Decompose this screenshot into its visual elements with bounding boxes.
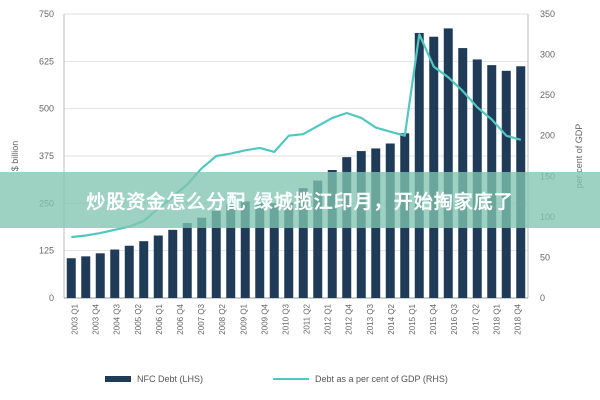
x-tick-label: 2009 Q1 — [239, 303, 248, 334]
legend-item-nfc-debt: NFC Debt (LHS) — [105, 374, 203, 384]
bar-nfc-debt — [95, 253, 105, 298]
y-right-tick-label: 300 — [540, 50, 555, 60]
bar-nfc-debt — [168, 229, 178, 298]
x-tick-label: 2017 Q2 — [471, 303, 480, 334]
y-left-tick-label: 0 — [49, 293, 54, 303]
x-tick-label: 2010 Q3 — [281, 303, 290, 334]
x-tick-label: 2015 Q1 — [408, 303, 417, 334]
x-tick-label: 2013 Q3 — [366, 303, 375, 334]
x-tick-label: 2003 Q1 — [71, 303, 80, 334]
legend-item-debt-gdp: Debt as a per cent of GDP (RHS) — [273, 374, 448, 384]
y-right-tick-label: 350 — [540, 9, 555, 19]
legend-swatch-line — [273, 378, 309, 380]
bar-nfc-debt — [124, 245, 134, 298]
x-tick-label: 2008 Q2 — [218, 303, 227, 334]
y-left-tick-label: 125 — [39, 246, 54, 256]
bar-nfc-debt — [327, 170, 337, 298]
bar-nfc-debt — [284, 202, 294, 298]
y-right-tick-label: 200 — [540, 131, 555, 141]
y-left-axis-title: $ billion — [10, 141, 20, 172]
y-right-tick-label: 50 — [540, 252, 550, 262]
x-tick-label: 2014 Q2 — [387, 303, 396, 334]
bar-nfc-debt — [443, 28, 453, 298]
bar-nfc-debt — [139, 241, 149, 298]
x-tick-label: 2003 Q4 — [92, 303, 101, 334]
bar-nfc-debt — [182, 223, 192, 298]
bar-nfc-debt — [298, 188, 308, 298]
x-tick-label: 2009 Q4 — [260, 303, 269, 334]
bar-nfc-debt — [226, 204, 236, 298]
y-left-tick-label: 500 — [39, 104, 54, 114]
y-left-tick-label: 375 — [39, 151, 54, 161]
bar-nfc-debt — [429, 36, 439, 298]
x-tick-label: 2018 Q4 — [513, 303, 522, 334]
bar-nfc-debt — [269, 203, 279, 298]
bar-nfc-debt — [197, 217, 207, 298]
y-right-tick-label: 0 — [540, 293, 545, 303]
bar-nfc-debt — [110, 249, 120, 298]
x-tick-label: 2007 Q3 — [197, 303, 206, 334]
y-left-tick-label: 625 — [39, 56, 54, 66]
x-tick-label: 2018 Q1 — [492, 303, 501, 334]
bar-nfc-debt — [414, 32, 424, 298]
y-right-axis-title: per cent of GDP — [574, 124, 584, 189]
bar-nfc-debt — [240, 201, 250, 298]
legend-swatch-bar — [105, 376, 131, 382]
x-tick-label: 2012 Q1 — [324, 303, 333, 334]
bar-nfc-debt — [313, 180, 323, 298]
legend-label-nfc-debt: NFC Debt (LHS) — [137, 374, 204, 384]
y-left-tick-label: 750 — [39, 9, 54, 19]
x-tick-label: 2005 Q2 — [134, 303, 143, 334]
bar-nfc-debt — [211, 210, 221, 298]
chart-legend: NFC Debt (LHS) Debt as a per cent of GDP… — [0, 372, 600, 392]
x-tick-label: 2006 Q4 — [176, 303, 185, 334]
x-tick-label: 2015 Q4 — [429, 303, 438, 334]
x-tick-label: 2011 Q2 — [303, 303, 312, 334]
bar-nfc-debt — [81, 256, 91, 298]
x-tick-label: 2012 Q4 — [345, 303, 354, 334]
x-tick-label: 2016 Q3 — [450, 303, 459, 334]
overlay-banner: 炒股资金怎么分配 绿城揽江印月，开始掏家底了 — [0, 172, 600, 228]
bar-nfc-debt — [153, 235, 163, 298]
legend-label-debt-gdp: Debt as a per cent of GDP (RHS) — [315, 374, 448, 384]
banner-text: 炒股资金怎么分配 绿城揽江印月，开始掏家底了 — [86, 190, 514, 213]
x-tick-label: 2006 Q1 — [155, 303, 164, 334]
bar-nfc-debt — [66, 258, 76, 298]
x-tick-label: 2004 Q3 — [113, 303, 122, 334]
y-right-tick-label: 250 — [540, 90, 555, 100]
bar-nfc-debt — [255, 202, 265, 298]
